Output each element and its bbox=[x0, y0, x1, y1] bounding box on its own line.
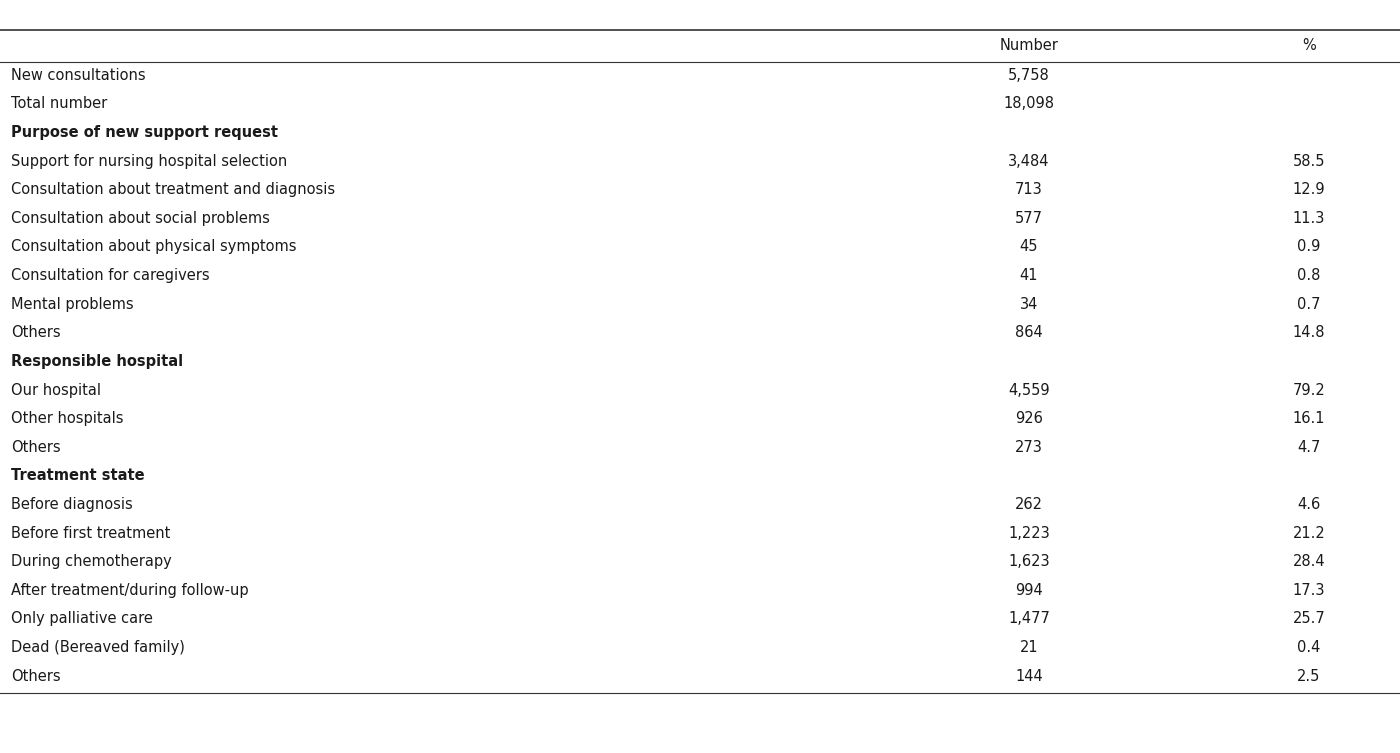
Text: Our hospital: Our hospital bbox=[11, 383, 101, 398]
Text: 14.8: 14.8 bbox=[1292, 325, 1326, 340]
Text: %: % bbox=[1302, 38, 1316, 53]
Text: 4,559: 4,559 bbox=[1008, 383, 1050, 398]
Text: Number: Number bbox=[1000, 38, 1058, 53]
Text: 0.7: 0.7 bbox=[1298, 297, 1320, 312]
Text: 994: 994 bbox=[1015, 583, 1043, 598]
Text: 577: 577 bbox=[1015, 211, 1043, 226]
Text: Consultation about physical symptoms: Consultation about physical symptoms bbox=[11, 239, 297, 255]
Text: 25.7: 25.7 bbox=[1292, 611, 1326, 626]
Text: Consultation for caregivers: Consultation for caregivers bbox=[11, 268, 210, 283]
Text: 16.1: 16.1 bbox=[1292, 411, 1326, 426]
Text: 21: 21 bbox=[1019, 640, 1039, 655]
Text: 1,477: 1,477 bbox=[1008, 611, 1050, 626]
Text: 34: 34 bbox=[1019, 297, 1039, 312]
Text: 11.3: 11.3 bbox=[1292, 211, 1326, 226]
Text: 926: 926 bbox=[1015, 411, 1043, 426]
Text: During chemotherapy: During chemotherapy bbox=[11, 554, 172, 569]
Text: 144: 144 bbox=[1015, 669, 1043, 684]
Text: Before diagnosis: Before diagnosis bbox=[11, 497, 133, 512]
Text: 58.5: 58.5 bbox=[1292, 154, 1326, 169]
Text: Others: Others bbox=[11, 325, 60, 340]
Text: 5,758: 5,758 bbox=[1008, 68, 1050, 83]
Text: Consultation about treatment and diagnosis: Consultation about treatment and diagnos… bbox=[11, 182, 336, 197]
Text: Dead (Bereaved family): Dead (Bereaved family) bbox=[11, 640, 185, 655]
Text: Mental problems: Mental problems bbox=[11, 297, 134, 312]
Text: New consultations: New consultations bbox=[11, 68, 146, 83]
Text: 4.6: 4.6 bbox=[1298, 497, 1320, 512]
Text: Consultation about social problems: Consultation about social problems bbox=[11, 211, 270, 226]
Text: 18,098: 18,098 bbox=[1004, 96, 1054, 111]
Text: 79.2: 79.2 bbox=[1292, 383, 1326, 398]
Text: 28.4: 28.4 bbox=[1292, 554, 1326, 569]
Text: 12.9: 12.9 bbox=[1292, 182, 1326, 197]
Text: Other hospitals: Other hospitals bbox=[11, 411, 123, 426]
Text: 45: 45 bbox=[1019, 239, 1039, 255]
Text: 1,223: 1,223 bbox=[1008, 526, 1050, 541]
Text: Only palliative care: Only palliative care bbox=[11, 611, 153, 626]
Text: 4.7: 4.7 bbox=[1298, 440, 1320, 455]
Text: 0.8: 0.8 bbox=[1298, 268, 1320, 283]
Text: Treatment state: Treatment state bbox=[11, 468, 144, 483]
Text: Purpose of new support request: Purpose of new support request bbox=[11, 125, 279, 140]
Text: 2.5: 2.5 bbox=[1298, 669, 1320, 684]
Text: 3,484: 3,484 bbox=[1008, 154, 1050, 169]
Text: Responsible hospital: Responsible hospital bbox=[11, 354, 183, 369]
Text: After treatment/during follow-up: After treatment/during follow-up bbox=[11, 583, 249, 598]
Text: 262: 262 bbox=[1015, 497, 1043, 512]
Text: 17.3: 17.3 bbox=[1292, 583, 1326, 598]
Text: Support for nursing hospital selection: Support for nursing hospital selection bbox=[11, 154, 287, 169]
Text: Total number: Total number bbox=[11, 96, 108, 111]
Text: Before first treatment: Before first treatment bbox=[11, 526, 171, 541]
Text: 864: 864 bbox=[1015, 325, 1043, 340]
Text: 41: 41 bbox=[1019, 268, 1039, 283]
Text: 0.4: 0.4 bbox=[1298, 640, 1320, 655]
Text: 273: 273 bbox=[1015, 440, 1043, 455]
Text: 713: 713 bbox=[1015, 182, 1043, 197]
Text: Others: Others bbox=[11, 440, 60, 455]
Text: Others: Others bbox=[11, 669, 60, 684]
Text: 1,623: 1,623 bbox=[1008, 554, 1050, 569]
Text: 0.9: 0.9 bbox=[1298, 239, 1320, 255]
Text: 21.2: 21.2 bbox=[1292, 526, 1326, 541]
